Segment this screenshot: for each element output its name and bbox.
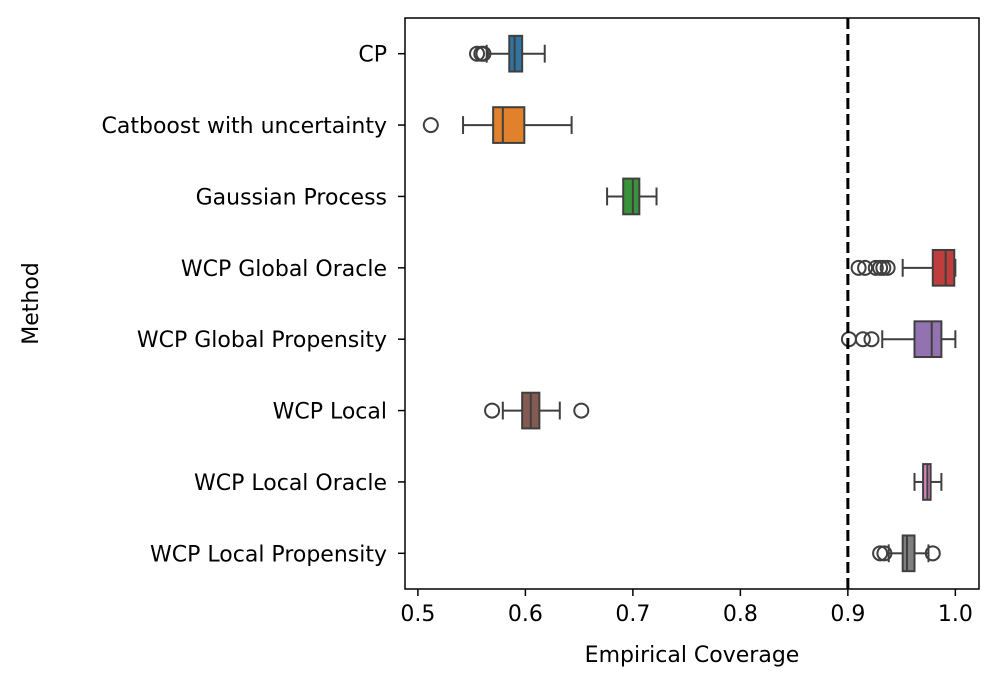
y-tick-label: WCP Global Oracle <box>181 257 387 282</box>
box-iqr <box>913 320 943 359</box>
box-iqr <box>508 34 524 73</box>
outlier-point <box>573 402 590 419</box>
y-tick-label: CP <box>358 43 387 68</box>
x-tick-label: 0.6 <box>508 602 543 627</box>
y-tick-label: WCP Global Propensity <box>137 328 387 353</box>
box-group-5 <box>484 391 590 430</box>
box-group-3 <box>850 248 957 287</box>
box-iqr <box>492 106 526 144</box>
outlier-point <box>876 545 893 562</box>
x-tick-label: 0.7 <box>615 602 650 627</box>
outlier-point <box>924 545 941 562</box>
outlier-point <box>850 259 867 276</box>
outlier-point <box>857 259 874 276</box>
x-axis-title: Empirical Coverage <box>585 643 800 668</box>
x-tick-label: 0.9 <box>830 602 865 627</box>
outlier-point <box>872 545 889 562</box>
y-tick-label: Gaussian Process <box>196 185 387 210</box>
x-tick-label: 0.8 <box>723 602 758 627</box>
outlier-point <box>854 331 871 348</box>
box-group-0 <box>469 34 546 73</box>
plot-frame <box>404 17 980 590</box>
outlier-point <box>863 331 880 348</box>
box-group-7 <box>872 534 941 573</box>
box-iqr <box>931 248 956 287</box>
x-tick-label: 1.0 <box>938 602 973 627</box>
box-iqr <box>622 177 641 216</box>
x-tick-label: 0.5 <box>400 602 435 627</box>
box-group-2 <box>606 177 658 216</box>
y-tick-label: WCP Local <box>273 400 387 425</box>
box-group-1 <box>422 106 573 144</box>
outlier-point <box>879 259 896 276</box>
outlier-point <box>469 45 486 62</box>
outlier-point <box>875 259 892 276</box>
y-tick-label: WCP Local Oracle <box>194 471 387 496</box>
y-axis-title: Method <box>19 262 44 345</box>
y-tick-label: WCP Local Propensity <box>150 542 387 567</box>
y-tick-label: Catboost with uncertainty <box>102 114 387 139</box>
outlier-point <box>422 117 439 134</box>
box-group-4 <box>840 320 957 359</box>
outlier-point <box>484 402 501 419</box>
outlier-point <box>475 45 492 62</box>
box-iqr <box>901 534 916 573</box>
outlier-point <box>867 259 884 276</box>
box-group-6 <box>913 463 943 501</box>
